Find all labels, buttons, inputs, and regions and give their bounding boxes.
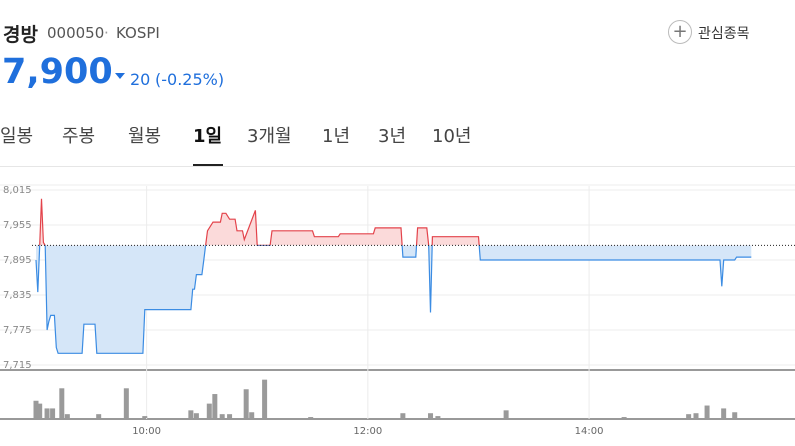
price-line [35,245,752,354]
volume-bar [428,413,434,418]
volume-bar [243,389,249,418]
volume-bar [44,408,50,418]
tab[interactable]: 1일 [193,126,223,147]
active-underline [193,164,223,166]
volume-bar [193,413,199,418]
volume-bar [142,416,148,418]
stock-market: KOSPI [116,24,160,42]
volume-bar [704,405,710,418]
tab[interactable]: 3개월 [247,126,292,147]
volume-bar [33,400,39,418]
tab[interactable]: 주봉 [62,126,96,147]
tab[interactable]: 10년 [432,126,472,147]
y-tick-label: 7,955 [3,220,32,231]
volume-bar [308,417,314,418]
y-tick-label: 7,835 [3,290,32,301]
tab[interactable]: 월봉 [128,126,162,147]
volume-bar [686,414,692,418]
volume-bar [59,388,65,418]
volume-bar [37,403,43,418]
y-tick-label: 7,895 [3,255,32,266]
price: 7,900 [2,52,113,92]
tab[interactable]: 3년 [378,126,407,147]
volume-bar [64,414,70,418]
x-tick-label: 10:00 [132,426,161,437]
volume-bar [206,403,212,418]
volume-bar [435,416,441,418]
volume-bar [732,412,738,418]
tab[interactable]: 1년 [322,126,351,147]
volume-bar [621,417,627,418]
watch-icon[interactable]: + [668,20,692,44]
volume-bar [123,388,129,418]
down-triangle [115,73,125,79]
volume-bar [503,410,509,418]
stock-name: 경방 [3,24,38,46]
y-tick-label: 7,775 [3,325,32,336]
volume-bar [249,412,255,418]
y-tick-label: 7,715 [3,360,32,371]
y-tick-label: 8,015 [3,185,32,196]
stock-code: 000050 [47,24,105,42]
x-tick-label: 12:00 [353,426,382,437]
change-pct: (-0.25%) [155,70,225,89]
area [36,245,752,354]
volume-bar [227,414,233,418]
area [39,198,480,246]
x-tick-label: 14:00 [575,426,604,437]
volume-bar [212,394,218,418]
volume-bar [50,408,56,418]
watch-button[interactable]: 관심종목 [698,26,750,42]
volume-bar [96,414,102,418]
separator: · [104,24,109,42]
divider [0,166,795,167]
volume-bar [262,379,268,418]
volume-bar [188,410,194,418]
volume-bar [219,414,225,418]
change: 20 [130,70,151,89]
volume-bar [693,413,699,418]
volume-bar [721,408,727,418]
tab[interactable]: 일봉 [0,126,34,147]
volume-bar [400,413,406,418]
